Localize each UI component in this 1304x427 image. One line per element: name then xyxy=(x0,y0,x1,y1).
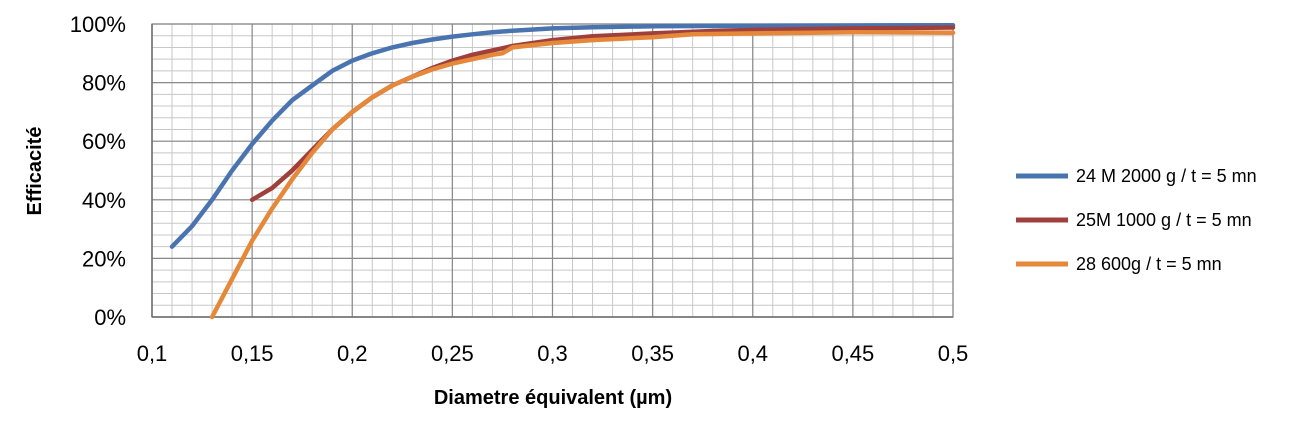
y-axis-title: Efficacité xyxy=(24,127,46,216)
x-tick-label: 0,45 xyxy=(831,341,874,366)
legend-label: 25M 1000 g / t = 5 mn xyxy=(1076,210,1252,230)
series-lines xyxy=(169,22,956,320)
series-line-3 xyxy=(209,29,956,320)
y-tick-label: 20% xyxy=(82,246,126,271)
x-tick-label: 0,15 xyxy=(231,341,274,366)
y-tick-label: 0% xyxy=(94,305,126,330)
x-tick-label: 0,35 xyxy=(631,341,674,366)
x-tick-label: 0,2 xyxy=(337,341,368,366)
plot-frame xyxy=(151,23,954,318)
legend-label: 28 600g / t = 5 mn xyxy=(1076,254,1222,274)
x-tick-label: 0,5 xyxy=(938,341,969,366)
x-tick-label: 0,4 xyxy=(737,341,768,366)
y-tick-labels: 0% 20% 40% 60% 80% 100% xyxy=(70,12,126,330)
grid xyxy=(151,23,954,318)
y-tick-label: 60% xyxy=(82,129,126,154)
legend: 24 M 2000 g / t = 5 mn 25M 1000 g / t = 5… xyxy=(1016,166,1257,274)
y-tick-label: 40% xyxy=(82,188,126,213)
x-tick-label: 0,1 xyxy=(137,341,168,366)
x-tick-label: 0,25 xyxy=(431,341,474,366)
legend-label: 24 M 2000 g / t = 5 mn xyxy=(1076,166,1257,186)
y-tick-label: 100% xyxy=(70,12,126,37)
series-line-2 xyxy=(249,25,956,203)
series-line-1 xyxy=(169,22,956,249)
x-tick-label: 0,3 xyxy=(537,341,568,366)
x-tick-labels: 0,1 0,15 0,2 0,25 0,3 0,35 0,4 0,45 0,5 xyxy=(137,341,969,366)
y-tick-label: 80% xyxy=(82,71,126,96)
x-axis-title: Diametre équivalent (µm) xyxy=(434,387,672,409)
